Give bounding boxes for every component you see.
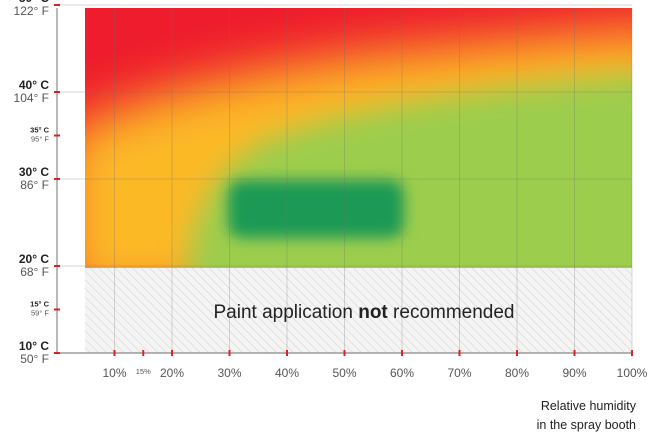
y-tick-label-c: 35° C <box>30 126 49 135</box>
x-tick-label: 20% <box>160 366 184 380</box>
x-axis-title-line-1: Relative humidity <box>541 399 637 413</box>
annotation-bold: not <box>358 302 388 323</box>
x-tick-label: 30% <box>217 366 241 380</box>
x-ticks: 10% 15% 20% 30% 40% 50% 60% 70% 80% 90% 100% <box>102 350 648 380</box>
x-tick-label: 10% <box>102 366 126 380</box>
y-tick-label-c: 10° C <box>19 339 49 353</box>
y-tick-label-c: 40° C <box>19 78 49 92</box>
x-axis-title-line-2: in the spray booth <box>537 418 636 432</box>
x-tick-label: 80% <box>505 366 529 380</box>
not-recommended-label: Paint application not recommended <box>214 302 515 323</box>
y-tick-label-c: 15° C <box>30 300 49 309</box>
x-tick-label: 40% <box>275 366 299 380</box>
x-tick-label: 50% <box>332 366 356 380</box>
x-tick-label: 70% <box>447 366 471 380</box>
annotation-prefix: Paint application <box>214 302 359 323</box>
heat-field <box>85 8 632 268</box>
y-tick-label-c: 30° C <box>19 165 49 179</box>
y-tick-label-f: 122° F <box>14 4 49 18</box>
annotation-suffix: recommended <box>388 302 515 323</box>
y-tick-label-f: 68° F <box>20 265 49 279</box>
y-tick-label-f: 86° F <box>20 178 49 192</box>
y-tick-label-f: 104° F <box>14 91 49 105</box>
y-tick-label-c: 20° C <box>19 252 49 266</box>
y-tick-label-f: 59° F <box>31 309 49 318</box>
x-tick-label: 15% <box>136 367 151 376</box>
y-tick-label-f: 50° F <box>20 352 49 366</box>
x-tick-label: 100% <box>617 366 648 380</box>
x-tick-label: 90% <box>562 366 586 380</box>
not-recommended-region <box>85 268 632 353</box>
y-tick-label-c: 50° C <box>19 0 49 5</box>
zone-optimal <box>228 180 404 238</box>
x-tick-label: 60% <box>390 366 414 380</box>
y-tick-label-f: 95° F <box>31 135 49 144</box>
